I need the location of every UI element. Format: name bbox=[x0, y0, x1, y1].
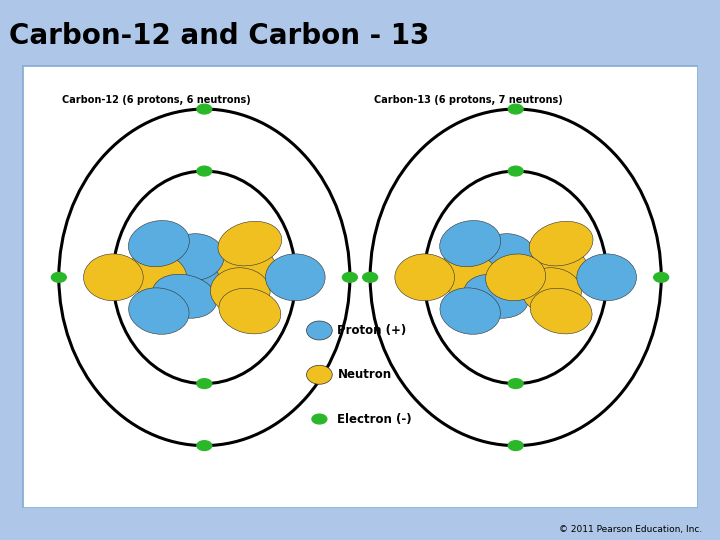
Ellipse shape bbox=[437, 252, 498, 298]
Ellipse shape bbox=[164, 234, 224, 281]
Ellipse shape bbox=[307, 321, 332, 340]
Circle shape bbox=[654, 273, 669, 282]
Ellipse shape bbox=[464, 274, 528, 318]
Circle shape bbox=[197, 441, 212, 450]
Ellipse shape bbox=[476, 234, 536, 281]
Ellipse shape bbox=[530, 288, 592, 334]
Text: Carbon-13 (6 protons, 7 neutrons): Carbon-13 (6 protons, 7 neutrons) bbox=[374, 94, 562, 105]
Ellipse shape bbox=[440, 220, 500, 267]
Circle shape bbox=[343, 273, 357, 282]
Ellipse shape bbox=[485, 254, 546, 301]
Ellipse shape bbox=[84, 254, 143, 301]
Ellipse shape bbox=[218, 221, 282, 266]
Ellipse shape bbox=[307, 365, 332, 384]
Circle shape bbox=[508, 379, 523, 388]
Ellipse shape bbox=[440, 288, 500, 334]
Text: Carbon-12 and Carbon - 13: Carbon-12 and Carbon - 13 bbox=[9, 22, 429, 50]
Ellipse shape bbox=[266, 254, 325, 301]
Ellipse shape bbox=[395, 254, 454, 301]
Circle shape bbox=[197, 166, 212, 176]
Text: Proton (+): Proton (+) bbox=[338, 324, 407, 337]
Circle shape bbox=[197, 379, 212, 388]
Circle shape bbox=[508, 441, 523, 450]
Circle shape bbox=[197, 104, 212, 114]
Text: Electron (-): Electron (-) bbox=[338, 413, 412, 426]
Circle shape bbox=[363, 273, 377, 282]
Circle shape bbox=[51, 273, 66, 282]
Circle shape bbox=[312, 414, 327, 424]
Circle shape bbox=[508, 104, 523, 114]
Ellipse shape bbox=[219, 288, 281, 334]
Ellipse shape bbox=[484, 255, 547, 300]
Text: Neutron: Neutron bbox=[338, 368, 392, 381]
Ellipse shape bbox=[173, 255, 236, 300]
Text: Carbon-12 (6 protons, 6 neutrons): Carbon-12 (6 protons, 6 neutrons) bbox=[62, 94, 251, 105]
Ellipse shape bbox=[215, 244, 277, 290]
Ellipse shape bbox=[522, 268, 582, 315]
Ellipse shape bbox=[126, 252, 186, 298]
FancyBboxPatch shape bbox=[22, 65, 698, 508]
Ellipse shape bbox=[210, 268, 270, 315]
Ellipse shape bbox=[129, 288, 189, 334]
Ellipse shape bbox=[527, 244, 588, 290]
Text: © 2011 Pearson Education, Inc.: © 2011 Pearson Education, Inc. bbox=[559, 524, 702, 534]
Ellipse shape bbox=[577, 254, 636, 301]
Ellipse shape bbox=[153, 274, 217, 318]
Ellipse shape bbox=[128, 220, 189, 267]
Circle shape bbox=[508, 166, 523, 176]
Ellipse shape bbox=[529, 221, 593, 266]
